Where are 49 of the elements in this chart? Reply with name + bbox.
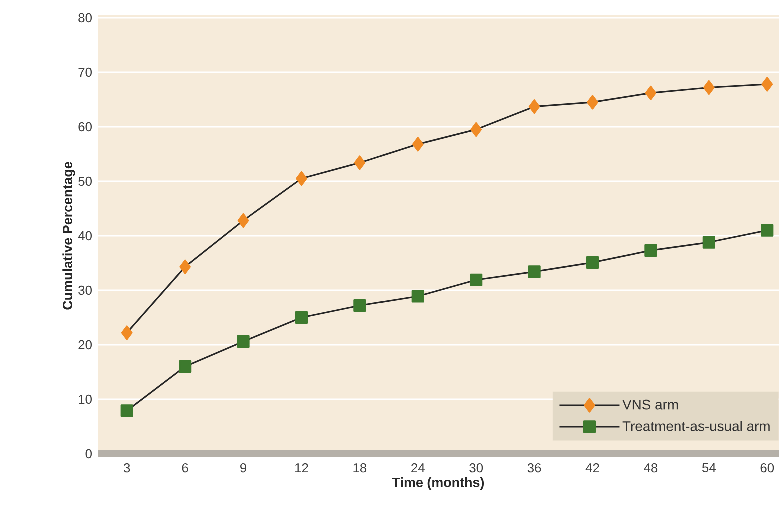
point: [645, 86, 657, 100]
x-tick-label: 18: [354, 464, 367, 473]
point: [238, 213, 250, 228]
x-tick-label: 12: [296, 464, 308, 473]
point: [762, 77, 774, 92]
y-tick-label: 30: [78, 286, 92, 296]
y-tick-label: 10: [79, 394, 92, 404]
y-tick-label: 50: [78, 176, 92, 186]
x-tick-label: 36: [528, 464, 542, 473]
x-tick-label: 30: [470, 464, 484, 473]
y-tick-label: 0: [86, 449, 92, 459]
point: [354, 299, 366, 312]
point: [412, 137, 424, 152]
point: [470, 274, 483, 286]
x-tick-label: 9: [240, 464, 247, 473]
x-tick-label: 54: [702, 464, 716, 473]
y-tick-label: 20: [78, 340, 92, 350]
point: [528, 266, 541, 278]
point: [296, 171, 308, 186]
point: [761, 224, 774, 237]
point: [179, 360, 192, 374]
point: [644, 244, 658, 257]
point: [528, 100, 540, 114]
y-tick-label: 60: [78, 122, 92, 132]
point: [412, 290, 424, 303]
y-axis-title: Cumulative Percentage: [62, 162, 76, 310]
x-tick-label: 3: [124, 464, 130, 473]
point: [587, 95, 598, 110]
point: [470, 122, 482, 138]
point: [354, 156, 366, 170]
x-tick-label: 6: [182, 464, 188, 473]
point: [295, 311, 308, 324]
x-tick-label: 42: [586, 464, 600, 473]
point: [703, 80, 715, 96]
legend-label: VNS arm: [622, 400, 678, 410]
x-tick-label: 60: [760, 464, 774, 473]
y-tick-label: 80: [78, 13, 92, 23]
point: [180, 260, 191, 274]
point: [120, 404, 134, 418]
point: [586, 256, 600, 269]
x-axis-title: Time (months): [392, 478, 484, 490]
y-tick-label: 40: [78, 231, 92, 241]
point: [237, 335, 250, 348]
x-tick-label: 48: [644, 464, 658, 473]
x-tick-label: 24: [412, 464, 425, 473]
y-tick-label: 70: [78, 68, 92, 78]
legend-label: Treatment-as-usual arm: [622, 421, 770, 432]
point: [121, 326, 133, 340]
point: [702, 236, 716, 249]
